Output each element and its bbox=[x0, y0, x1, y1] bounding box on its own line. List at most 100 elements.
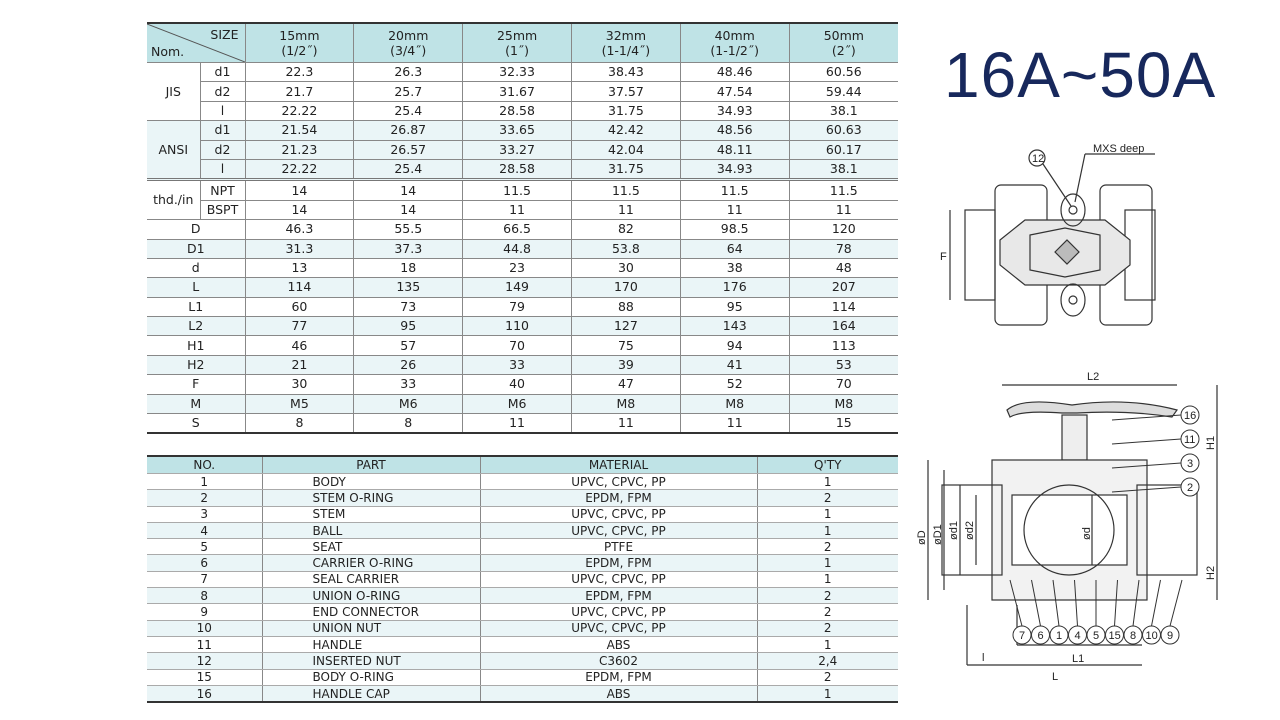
dimension-value: 21.7 bbox=[244, 81, 355, 102]
part-qty: 2 bbox=[757, 620, 898, 637]
table-row: D 46.3 55.5 66.5 82 98.5 120 bbox=[147, 219, 898, 240]
dimension-value: 110 bbox=[462, 316, 572, 337]
dimension-value: 41 bbox=[679, 354, 790, 376]
table-row: S 8 8 11 11 11 15 bbox=[147, 413, 898, 434]
depth-note: MXS deep bbox=[1093, 143, 1144, 155]
table-row: ANSI d1 21.54 26.87 33.65 42.42 48.56 60.63 bbox=[147, 120, 898, 181]
part-no: 11 bbox=[147, 636, 263, 654]
size-header: 40mm (1-1/2˝) bbox=[679, 22, 790, 63]
part-no: 12 bbox=[147, 652, 263, 670]
dimension-value: 31.67 bbox=[462, 81, 572, 102]
table-row: l 22.22 25.4 28.58 31.75 34.93 38.1 bbox=[147, 100, 898, 122]
dimension-value: 37.3 bbox=[353, 238, 464, 259]
part-no: 4 bbox=[147, 522, 263, 540]
dimension-value: 70 bbox=[788, 374, 898, 395]
table-row: 3 STEM UPVC, CPVC, PP 1 bbox=[147, 506, 898, 523]
dimension-value: 42.42 bbox=[570, 120, 681, 141]
section-view-diagram: L2 H1 H2 øD øD1 ød1 ød2 ød l L1 L 16 11 3 2… bbox=[916, 371, 1218, 683]
part-name: UNION NUT bbox=[262, 620, 481, 637]
dimension-value: 94 bbox=[679, 335, 790, 356]
dimension-value: 25.4 bbox=[353, 158, 464, 181]
table-row: 7 SEAL CARRIER UPVC, CPVC, PP 1 bbox=[147, 571, 898, 589]
corner-header: SIZE Nom. bbox=[147, 22, 246, 63]
dimension-value: M8 bbox=[788, 393, 898, 415]
dimension-value: 11.5 bbox=[570, 178, 681, 201]
dimension-value: 34.93 bbox=[679, 158, 790, 181]
dimension-value: 48.11 bbox=[679, 139, 790, 160]
dimension-value: 33.65 bbox=[462, 120, 572, 141]
part-name: BALL bbox=[262, 522, 481, 540]
part-no: 1 bbox=[147, 473, 263, 491]
dimension-value: 34.93 bbox=[679, 100, 790, 122]
row-label: d1 bbox=[199, 120, 246, 141]
dimension-value: 31.75 bbox=[570, 100, 681, 122]
callout-label: 9 bbox=[1167, 630, 1173, 642]
dimension-value: 75 bbox=[570, 335, 681, 356]
parts-table: NO. PART MATERIAL Q'TY 1 BODY UPVC, CPVC, PP 1… bbox=[147, 455, 898, 704]
part-qty: 1 bbox=[757, 473, 898, 491]
size-range-title: 16A~50A bbox=[944, 39, 1217, 111]
row-label: BSPT bbox=[200, 199, 246, 221]
dim-d: ød bbox=[1081, 527, 1093, 540]
dimension-value: 53.8 bbox=[570, 238, 681, 259]
part-name: SEAT bbox=[262, 538, 481, 556]
dimension-value: 14 bbox=[244, 199, 355, 221]
dimension-value: 22.22 bbox=[244, 158, 355, 181]
dimension-value: 95 bbox=[353, 316, 464, 337]
part-material: EPDM, FPM bbox=[480, 554, 758, 572]
callout-label: 8 bbox=[1130, 630, 1136, 642]
callout-label: 11 bbox=[1184, 434, 1195, 446]
dimension-value: 11 bbox=[462, 413, 572, 434]
part-no: 15 bbox=[147, 669, 263, 686]
part-qty: 2 bbox=[757, 669, 898, 686]
table-row: 8 UNION O-RING EPDM, FPM 2 bbox=[147, 587, 898, 605]
dimension-value: 31.3 bbox=[244, 238, 355, 259]
table-row: M M5 M6 M6 M8 M8 M8 bbox=[147, 393, 898, 415]
table-row: 11 HANDLE ABS 1 bbox=[147, 636, 898, 654]
callout-12: 12 bbox=[1032, 153, 1044, 165]
table-row: 10 UNION NUT UPVC, CPVC, PP 2 bbox=[147, 620, 898, 637]
dimension-value: 11 bbox=[788, 199, 898, 221]
table-row: 15 BODY O-RING EPDM, FPM 2 bbox=[147, 669, 898, 686]
part-qty: 1 bbox=[757, 636, 898, 654]
part-qty: 1 bbox=[757, 522, 898, 540]
row-label: D1 bbox=[147, 238, 246, 259]
row-label: d2 bbox=[200, 81, 246, 102]
size-header: 25mm (1˝) bbox=[462, 22, 572, 63]
callout-label: 5 bbox=[1093, 630, 1099, 642]
part-name: BODY bbox=[262, 473, 481, 491]
table-row: 16 HANDLE CAP ABS 1 bbox=[147, 685, 898, 703]
dimension-value: M6 bbox=[462, 393, 572, 415]
table-row: l 22.22 25.4 28.58 31.75 34.93 38.1 bbox=[147, 158, 898, 181]
part-name: HANDLE bbox=[262, 636, 481, 654]
dimension-value: 22.3 bbox=[244, 61, 355, 83]
table-row: L2 77 95 110 127 143 164 bbox=[147, 316, 898, 337]
part-name: SEAL CARRIER bbox=[262, 571, 481, 589]
dimension-value: 11 bbox=[462, 199, 572, 221]
dimension-value: 42.04 bbox=[570, 139, 681, 160]
dim-l: l bbox=[982, 652, 984, 664]
dimension-table: SIZE Nom. 15mm (1/2˝) 20mm (3/4˝) 25mm (1˝) 32… bbox=[147, 22, 898, 435]
part-name: INSERTED NUT bbox=[262, 652, 481, 670]
dimension-value: 38.1 bbox=[788, 158, 898, 181]
dimension-value: 14 bbox=[353, 199, 464, 221]
dimension-value: 26.3 bbox=[353, 61, 464, 83]
part-material: ABS bbox=[480, 685, 758, 703]
dimension-value: 25.4 bbox=[353, 100, 464, 122]
dimension-value: 59.44 bbox=[788, 81, 898, 102]
dimension-value: 57 bbox=[353, 335, 464, 356]
dimension-value: 21 bbox=[244, 354, 355, 376]
dimension-value: 114 bbox=[244, 277, 355, 298]
part-material: UPVC, CPVC, PP bbox=[480, 620, 758, 637]
table-row: BSPT 14 14 11 11 11 11 bbox=[147, 199, 898, 221]
dimension-value: 52 bbox=[679, 374, 790, 395]
dimension-value: 38.1 bbox=[788, 100, 898, 122]
dimension-value: 14 bbox=[353, 178, 464, 201]
dimension-value: 207 bbox=[788, 277, 898, 298]
part-name: BODY O-RING bbox=[262, 669, 481, 686]
size-header: 32mm (1-1/4˝) bbox=[570, 22, 681, 63]
callout-3 bbox=[1180, 453, 1200, 473]
dimension-value: 23 bbox=[462, 257, 572, 279]
table-row: thd./in NPT 14 14 11.5 11.5 11.5 11.5 bbox=[147, 178, 898, 221]
part-no: 2 bbox=[147, 489, 263, 507]
